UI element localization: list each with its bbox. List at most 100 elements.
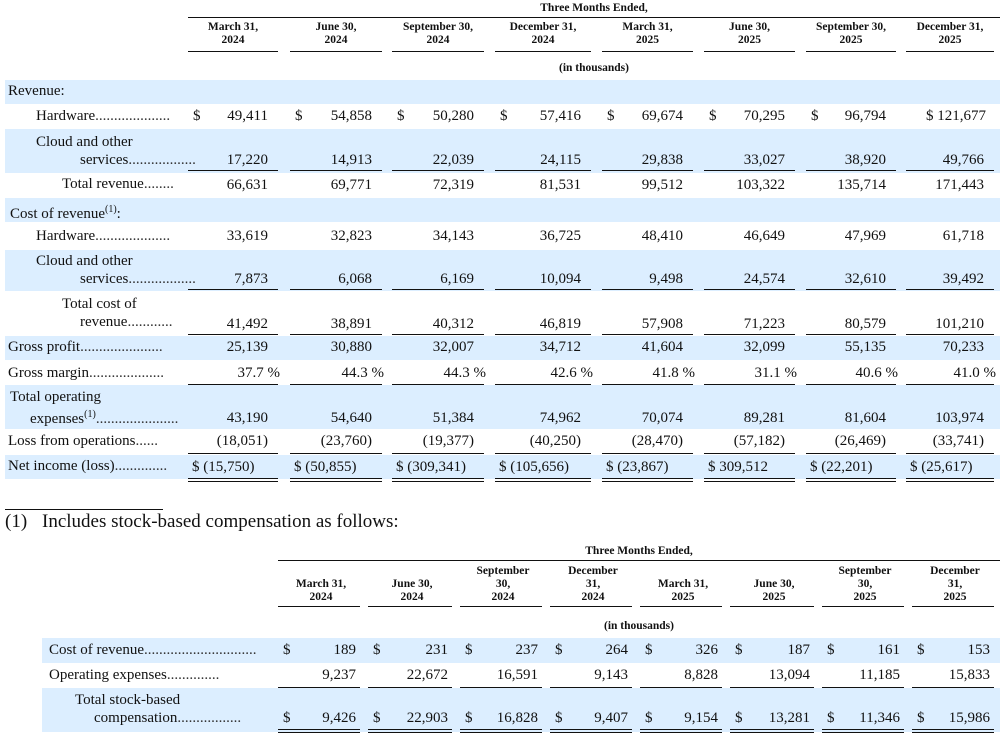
period-line: December: [568, 565, 618, 577]
table1-value-cell: $ (23,867): [606, 459, 669, 475]
table2-unit-caption: (in thousands): [604, 620, 674, 632]
table1-value-cell: 42.6 %: [550, 365, 594, 381]
leader-dots: ....................: [88, 365, 164, 381]
table2-total-rule: [912, 687, 994, 688]
table1-value-cell: (33,741): [932, 433, 984, 449]
leader-dots: ......................: [80, 339, 163, 355]
table1-value-cell: 37.7 %: [237, 365, 281, 381]
table2-period-rule: [550, 606, 632, 607]
table1-row-label: revenue............: [80, 314, 172, 331]
footnote-text: Includes stock-based compensation as fol…: [42, 511, 399, 532]
table1-value-cell: 89,281: [743, 410, 785, 426]
period-line: 2025: [839, 34, 863, 46]
table1-row-label: Net income (loss)..............: [8, 458, 167, 475]
leader-dots: ....................: [95, 108, 171, 124]
currency-symbol: $: [397, 108, 405, 124]
table1-double-rule: [188, 478, 278, 482]
table1-row-label: Hardware....................: [36, 228, 170, 245]
period-line: September: [838, 565, 892, 577]
table2-double-rule: [460, 729, 542, 733]
table1-total-rule: [188, 289, 278, 290]
table2-period-header: March 31, 2025: [640, 578, 726, 604]
table2-row-label: Total stock-based: [75, 692, 181, 708]
table1-row-label: Total revenue........: [62, 176, 174, 193]
table2-period-header: September 30, 2025: [822, 565, 908, 604]
leader-dots: ........: [143, 176, 174, 192]
table2-period-header: June 30, 2024: [368, 578, 456, 604]
table1-value-cell: 6,169: [440, 271, 474, 287]
label-text: services: [80, 271, 129, 287]
period-line: December 31,: [916, 21, 984, 33]
table1-value-cell: $ (309,341): [396, 459, 466, 475]
table1-value-cell: 69,771: [330, 177, 372, 193]
leader-dots: ..................: [128, 152, 196, 168]
table1-value-cell: 74,962: [539, 410, 581, 426]
table1-double-rule: [602, 478, 693, 482]
table2-total-rule: [460, 687, 542, 688]
currency-symbol: $: [645, 710, 653, 726]
table2-period-header: September 30, 2024: [460, 565, 546, 604]
table1-row-band: [5, 336, 1000, 360]
period-line: 2024: [491, 591, 515, 603]
currency-symbol: $: [709, 108, 717, 124]
leader-dots: ..............: [166, 667, 220, 683]
table1-value-cell: $ (105,656): [499, 459, 569, 475]
currency-symbol: $: [500, 108, 508, 124]
table1-value-cell: 44.3 %: [341, 365, 385, 381]
table2-double-rule: [730, 729, 814, 733]
currency-symbol: $: [295, 108, 303, 124]
table2-value-cell: 161: [877, 642, 901, 658]
table1-value-cell: 103,974: [935, 410, 984, 426]
currency-symbol: $: [811, 108, 819, 124]
table1-double-rule: [290, 478, 382, 482]
table1-row-label: Cloud and other: [36, 253, 133, 269]
label-text: services: [80, 152, 129, 168]
period-line: June 30,: [315, 21, 357, 33]
table1-value-cell: 50,280: [432, 108, 474, 124]
currency-symbol: $: [465, 642, 473, 658]
table1-value-cell: 40.6 %: [855, 365, 899, 381]
period-line: 2024: [309, 591, 333, 603]
table1-value-cell: 43,190: [226, 410, 268, 426]
table1-row-band: [5, 385, 1000, 429]
table1-period-rule: [602, 51, 693, 52]
table1-row-label: Cloud and other: [36, 134, 133, 150]
table1-row-label: Cost of revenue(1):: [10, 201, 121, 223]
table2-total-rule: [640, 687, 722, 688]
table1-value-cell: 80,579: [844, 316, 886, 332]
leader-dots: ............: [127, 314, 173, 330]
currency-symbol: $: [917, 710, 925, 726]
table2-total-rule: [822, 687, 904, 688]
table1-period-header: June 30, 2024: [290, 21, 382, 47]
table2-row-band: [42, 688, 1000, 732]
table2-value-cell: 8,828: [684, 667, 718, 683]
table1-row-label: Hardware....................: [36, 108, 170, 125]
table1-total-rule: [906, 453, 994, 454]
period-line: 2025: [938, 34, 962, 46]
table1-total-rule: [806, 170, 896, 171]
table1-row-label: Gross profit......................: [8, 339, 163, 356]
currency-symbol: $: [373, 642, 381, 658]
table2-value-cell: 231: [425, 642, 449, 658]
table2-value-cell: 237: [515, 642, 539, 658]
table1-value-cell: 96,794: [844, 108, 886, 124]
table2-double-rule: [278, 729, 360, 733]
table1-total-rule: [906, 170, 994, 171]
table1-double-rule: [495, 478, 591, 482]
table1-row-band: [5, 198, 1000, 222]
table1-value-cell: $ (50,855): [294, 459, 357, 475]
table2-period-rule: [278, 606, 360, 607]
table2-value-cell: 153: [967, 642, 991, 658]
leader-dots: ......: [135, 433, 158, 449]
table1-value-cell: 34,143: [432, 228, 474, 244]
table1-value-cell: 70,074: [641, 410, 683, 426]
table1-value-cell: 41,604: [641, 339, 683, 355]
table2-period-rule: [822, 606, 904, 607]
table1-row-label: Total cost of: [62, 296, 137, 312]
table1-value-cell: 49,411: [227, 108, 268, 124]
table1-double-rule: [392, 478, 484, 482]
table1-value-cell: $ (22,201): [810, 459, 873, 475]
footnote-separator: [5, 509, 163, 510]
table1-value-cell: 40,312: [432, 316, 474, 332]
table1-value-cell: 33,619: [226, 228, 268, 244]
